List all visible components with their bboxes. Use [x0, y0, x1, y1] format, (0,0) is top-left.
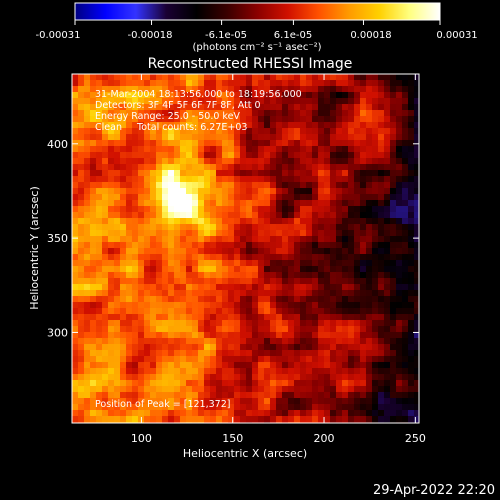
- y-axis-label: Heliocentric Y (arcsec): [28, 186, 41, 310]
- colorbar-ticks: [74, 20, 441, 25]
- x-tick-label-0: 100: [131, 432, 152, 445]
- colorbar-units: (photons cm⁻² s⁻¹ asec⁻²): [192, 42, 321, 53]
- y-axis: 300 350 400: [47, 138, 419, 339]
- colorbar: -0.00031 -0.00018 -6.1e-05 6.1e-05 0.000…: [36, 2, 478, 53]
- colorbar-tick-label-4: 0.00018: [350, 30, 391, 41]
- y-tick-label-0: 300: [47, 326, 68, 339]
- heatmap-cells: [72, 74, 419, 423]
- annotation-time: 31-Mar-2004 18:13:56.000 to 18:19:56.000: [95, 89, 302, 100]
- x-axis-label: Heliocentric X (arcsec): [183, 447, 307, 460]
- x-tick-label-3: 250: [405, 432, 426, 445]
- plot-frame: [71, 73, 420, 424]
- colorbar-gradient: [74, 2, 441, 21]
- peak-label: Position of Peak = [121,372]: [95, 399, 230, 410]
- chart-title: Reconstructed RHESSI Image: [148, 56, 353, 72]
- annotation-energy: Energy Range: 25.0 - 50.0 keV: [95, 111, 240, 122]
- colorbar-tick-label-3: 6.1e-05: [274, 30, 312, 41]
- x-axis: 100 150 200 250: [131, 74, 426, 445]
- x-tick-label-1: 150: [222, 432, 243, 445]
- annotation-clean: Clean Total counts: 6.27E+03: [95, 122, 247, 133]
- colorbar-tick-label-5: 0.00031: [436, 30, 477, 41]
- heatmap-area: [72, 74, 419, 423]
- colorbar-tick-label-0: -0.00031: [36, 30, 81, 41]
- y-tick-label-1: 350: [47, 232, 68, 245]
- timestamp: 29-Apr-2022 22:20: [373, 483, 495, 498]
- x-tick-label-2: 200: [314, 432, 335, 445]
- annotation-detectors: Detectors: 3F 4F 5F 6F 7F 8F, Att 0: [95, 100, 261, 111]
- y-tick-label-2: 400: [47, 138, 68, 151]
- colorbar-tick-label-1: -0.00018: [128, 30, 173, 41]
- colorbar-tick-label-2: -6.1e-05: [205, 30, 247, 41]
